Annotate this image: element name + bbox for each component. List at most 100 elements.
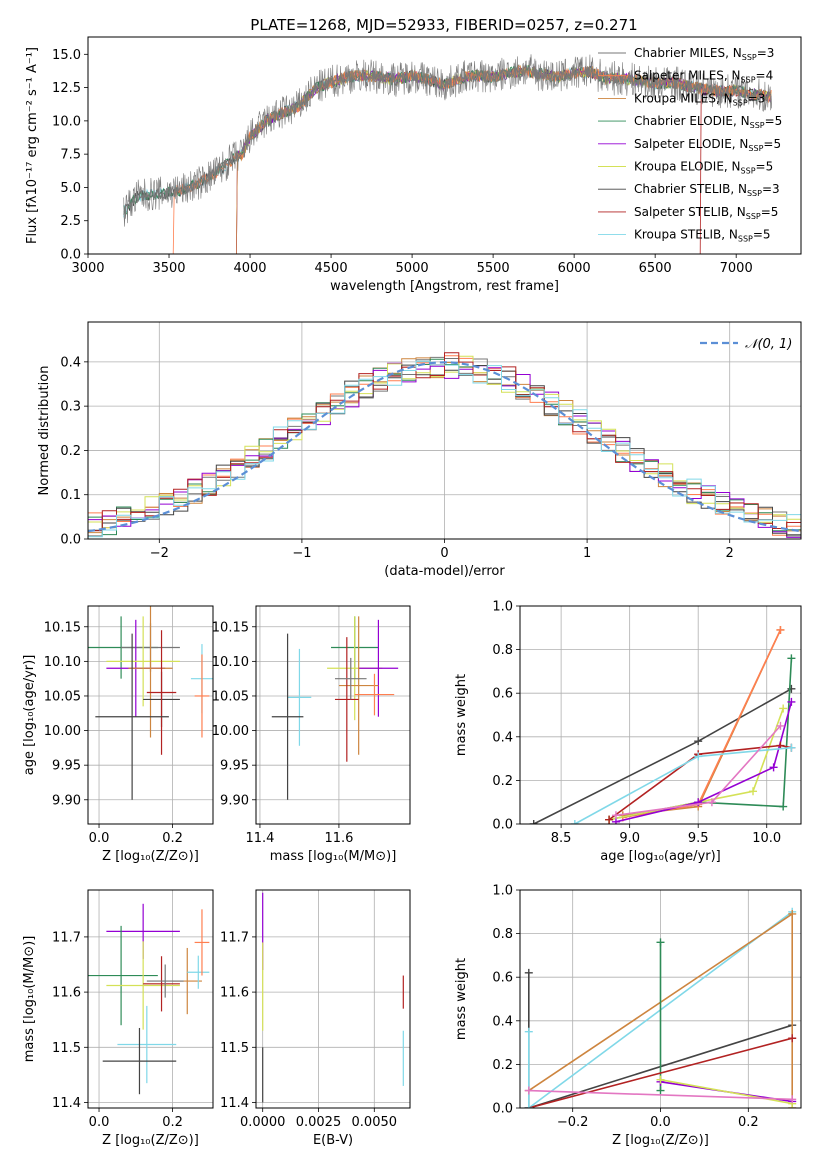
weight-marker (570, 820, 579, 824)
x-tick-label: 9.5 (688, 831, 709, 846)
x-tick-label: 0.0 (89, 1115, 110, 1130)
x-axis-label: Z [log₁₀(Z/Z⊙)] (102, 849, 199, 864)
y-tick-label: 0.0 (492, 818, 513, 833)
weight-marker (776, 625, 785, 634)
x-tick-label: 1 (583, 546, 591, 561)
y-tick-label: 0.2 (492, 774, 513, 789)
legend-label: Chabrier STELIB, NSSP=3 (634, 182, 780, 198)
y-tick-label: 10.00 (44, 724, 81, 739)
x-tick-label: 4000 (233, 261, 266, 276)
y-axis-label: mass weight (454, 958, 469, 1040)
x-tick-label: 0.2 (162, 1115, 183, 1130)
y-tick-label: 0.1 (60, 488, 81, 503)
x-axis-label: Z [log₁₀(Z/Z⊙)] (102, 1133, 199, 1148)
weight-line (608, 744, 792, 821)
weight-marker (787, 697, 796, 706)
axes-frame (519, 889, 802, 1109)
x-tick-label: 0.0000 (240, 1115, 286, 1130)
weight-marker (707, 798, 716, 807)
weight-marker (788, 1034, 797, 1043)
legend-label: Salpeter ELODIE, NSSP=5 (634, 137, 781, 153)
legend-text: Salpeter STELIB, N (634, 205, 746, 219)
weight-marker (779, 704, 788, 713)
weight-marker (524, 1104, 533, 1108)
weight-marker (656, 1075, 665, 1084)
weight-marker (787, 654, 796, 663)
axes-frame (255, 889, 411, 1109)
weight-marker (611, 811, 620, 820)
axes-frame (87, 889, 214, 1109)
weight-line (622, 629, 782, 819)
y-tick-label: 0.8 (492, 643, 513, 658)
plot-area (88, 606, 213, 824)
legend-label: Chabrier MILES, NSSP=3 (634, 46, 774, 62)
x-tick-label: −1 (292, 546, 311, 561)
legend-text: Chabrier ELODIE, N (634, 114, 750, 128)
y-tick-label: 0.2 (60, 444, 81, 459)
y-tick-label: 10.05 (212, 689, 249, 704)
legend-text: Salpeter MILES, N (634, 69, 741, 83)
axes-frame (87, 36, 802, 255)
legend-text: Kroupa MILES, N (634, 91, 733, 105)
legend-count: =5 (763, 137, 781, 151)
residual-histogram (88, 352, 801, 532)
legend-subscript: SSP (738, 235, 753, 244)
y-tick-label: 10.00 (212, 724, 249, 739)
plot-area (520, 606, 801, 824)
y-tick-label: 15.0 (52, 48, 81, 63)
weight-line (608, 658, 793, 821)
y-tick-label: 9.95 (52, 759, 81, 774)
plot-area (520, 890, 801, 1108)
x-tick-label: 8.5 (551, 831, 572, 846)
x-tick-label: 0.0050 (352, 1115, 398, 1130)
x-tick-label: 3000 (71, 261, 104, 276)
y-tick-label: 0.0 (492, 1102, 513, 1117)
legend-subscript: SSP (746, 212, 761, 221)
legend-label: Kroupa ELODIE, NSSP=5 (634, 160, 773, 176)
axes-frame (87, 321, 802, 540)
legend-label: Kroupa MILES, NSSP=3 (634, 91, 765, 107)
legend-text: Kroupa STELIB, N (634, 228, 738, 242)
y-tick-label: 7.5 (60, 148, 81, 163)
y-tick-label: 10.15 (44, 620, 81, 635)
plot-area (88, 322, 801, 539)
legend-label: Kroupa STELIB, NSSP=5 (634, 228, 771, 244)
weight-marker (524, 968, 533, 977)
x-tick-label: 0 (440, 546, 448, 561)
y-tick-label: 2.5 (60, 214, 81, 229)
legend-subscript: SSP (742, 53, 757, 62)
x-tick-label: 0.2 (162, 831, 183, 846)
weight-marker (605, 815, 614, 824)
legend-label: Salpeter MILES, NSSP=4 (634, 69, 773, 85)
x-tick-label: −2 (150, 546, 169, 561)
legend-text: Kroupa ELODIE, N (634, 160, 741, 174)
legend-subscript: SSP (748, 144, 763, 153)
weight-marker (656, 1086, 665, 1095)
residuals-panel: −2 −1 0 1 2 0.0 0.1 0.2 0.3 0.4 (data-model)/error… (37, 321, 802, 579)
y-tick-label: 11.5 (52, 1041, 81, 1056)
legend-subscript: SSP (733, 98, 748, 107)
y-tick-label: 11.5 (220, 1041, 249, 1056)
y-tick-label: 0.3 (60, 400, 81, 415)
legend-count: =5 (753, 228, 771, 242)
x-tick-label: 9.0 (619, 831, 640, 846)
weight-line (528, 1037, 793, 1108)
x-tick-label: 6000 (558, 261, 591, 276)
x-tick-label: 0.0 (650, 1115, 671, 1130)
y-tick-label: 10.10 (44, 655, 81, 670)
x-tick-label: 2 (726, 546, 734, 561)
legend-text: Chabrier MILES, N (634, 46, 742, 60)
y-axis-label: Normed distribution (37, 366, 52, 496)
x-axis-label: E(B-V) (313, 1133, 353, 1148)
x-tick-label: 0.0025 (296, 1115, 342, 1130)
y-axis-label: mass weight (454, 674, 469, 756)
y-tick-label: 0.4 (492, 730, 513, 745)
x-tick-label: 4500 (315, 261, 348, 276)
x-tick-label: 11.4 (245, 831, 274, 846)
y-tick-label: 11.7 (52, 930, 81, 945)
y-axis-label: Flux [fλ10⁻¹⁷ erg cm⁻² s⁻¹ A⁻¹] (25, 47, 40, 244)
weight-marker (524, 1086, 533, 1095)
weight-vs-age-panel: 8.5 9.0 9.5 10.0 0.0 0.2 0.4 0.6 0.8 1.0 age [log₁… (454, 600, 802, 864)
legend-subscript: SSP (750, 121, 765, 130)
plot-area (123, 54, 772, 254)
